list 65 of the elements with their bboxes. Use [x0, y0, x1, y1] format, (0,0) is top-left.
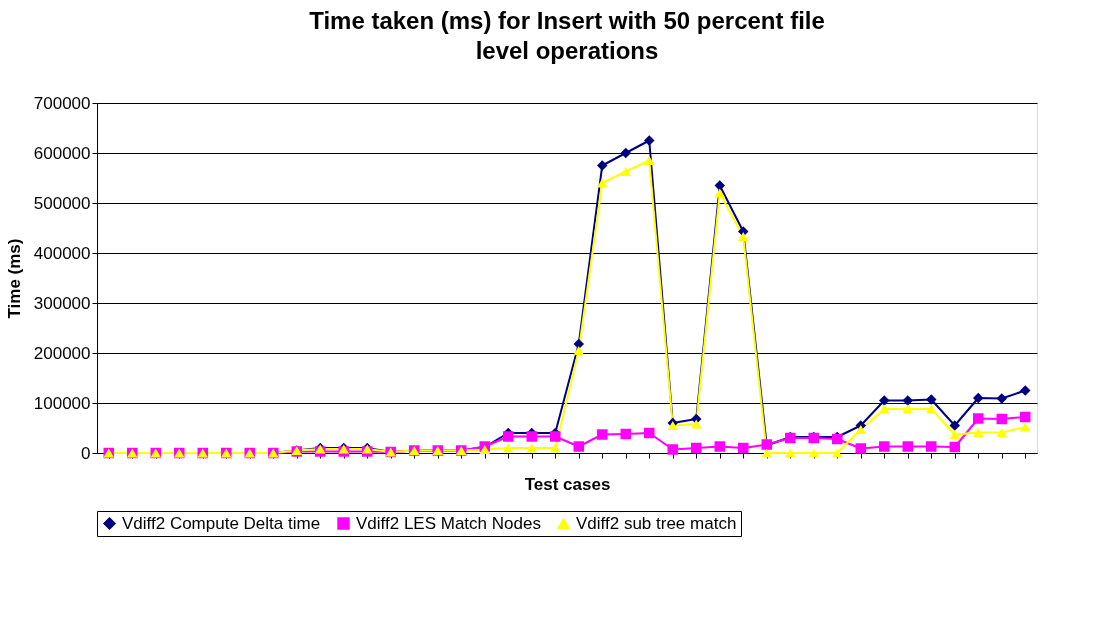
- y-tick-label: 600000: [33, 143, 91, 163]
- chart-title: Time taken (ms) for Insert with 50 percent file level operations: [309, 7, 825, 64]
- point: [738, 442, 749, 454]
- point: [573, 345, 584, 356]
- point: [691, 442, 702, 454]
- point: [879, 395, 890, 406]
- y-tick-label: 300000: [33, 293, 91, 313]
- point: [597, 429, 608, 440]
- y-axis-title: Time (ms): [4, 238, 24, 319]
- y-tick-label: 0: [81, 443, 91, 463]
- point: [902, 395, 913, 406]
- x-axis-title: Test cases: [524, 475, 611, 494]
- y-tick-label: 400000: [33, 243, 91, 263]
- point: [503, 443, 514, 453]
- point: [973, 392, 984, 404]
- point: [550, 443, 561, 453]
- point: [996, 427, 1007, 438]
- point: [644, 135, 655, 146]
- point: [761, 448, 772, 458]
- point: [879, 404, 890, 414]
- point: [597, 160, 608, 171]
- y-tick-label: 500000: [33, 193, 91, 213]
- point: [714, 441, 725, 452]
- point: [1020, 422, 1031, 432]
- point: [949, 420, 960, 431]
- point: [973, 413, 984, 424]
- point: [996, 413, 1007, 425]
- y-tick-label: 700000: [33, 93, 91, 113]
- point: [667, 444, 678, 455]
- point: [573, 441, 584, 452]
- legend-label: Vdiff2 Compute Delta time: [122, 513, 321, 533]
- point: [620, 166, 631, 177]
- point: [526, 443, 537, 453]
- legend-label: Vdiff2 LES Match Nodes: [356, 513, 541, 533]
- point: [1020, 411, 1031, 423]
- point: [550, 431, 561, 442]
- point: [926, 394, 937, 405]
- point: [785, 448, 796, 458]
- point: [902, 441, 913, 452]
- point: [808, 448, 819, 458]
- point: [644, 155, 655, 166]
- point: [855, 443, 866, 454]
- point: [620, 147, 631, 159]
- point: [949, 441, 960, 453]
- point: [503, 431, 514, 442]
- point: [973, 427, 984, 438]
- point: [879, 441, 890, 452]
- y-tick-label: 200000: [33, 343, 91, 363]
- point: [714, 188, 725, 198]
- point: [926, 441, 937, 452]
- point: [644, 427, 655, 439]
- point: [926, 404, 937, 414]
- point: [902, 404, 913, 414]
- legend-label: Vdiff2 sub tree match: [576, 513, 737, 533]
- point: [949, 429, 960, 440]
- point: [996, 393, 1007, 404]
- point: [620, 428, 631, 440]
- y-tick-label: 100000: [33, 393, 91, 413]
- point: [1020, 385, 1031, 396]
- point: [597, 178, 608, 188]
- point: [738, 231, 749, 242]
- point: [855, 424, 866, 435]
- point: [691, 419, 702, 429]
- point: [526, 431, 537, 442]
- point: [832, 448, 843, 458]
